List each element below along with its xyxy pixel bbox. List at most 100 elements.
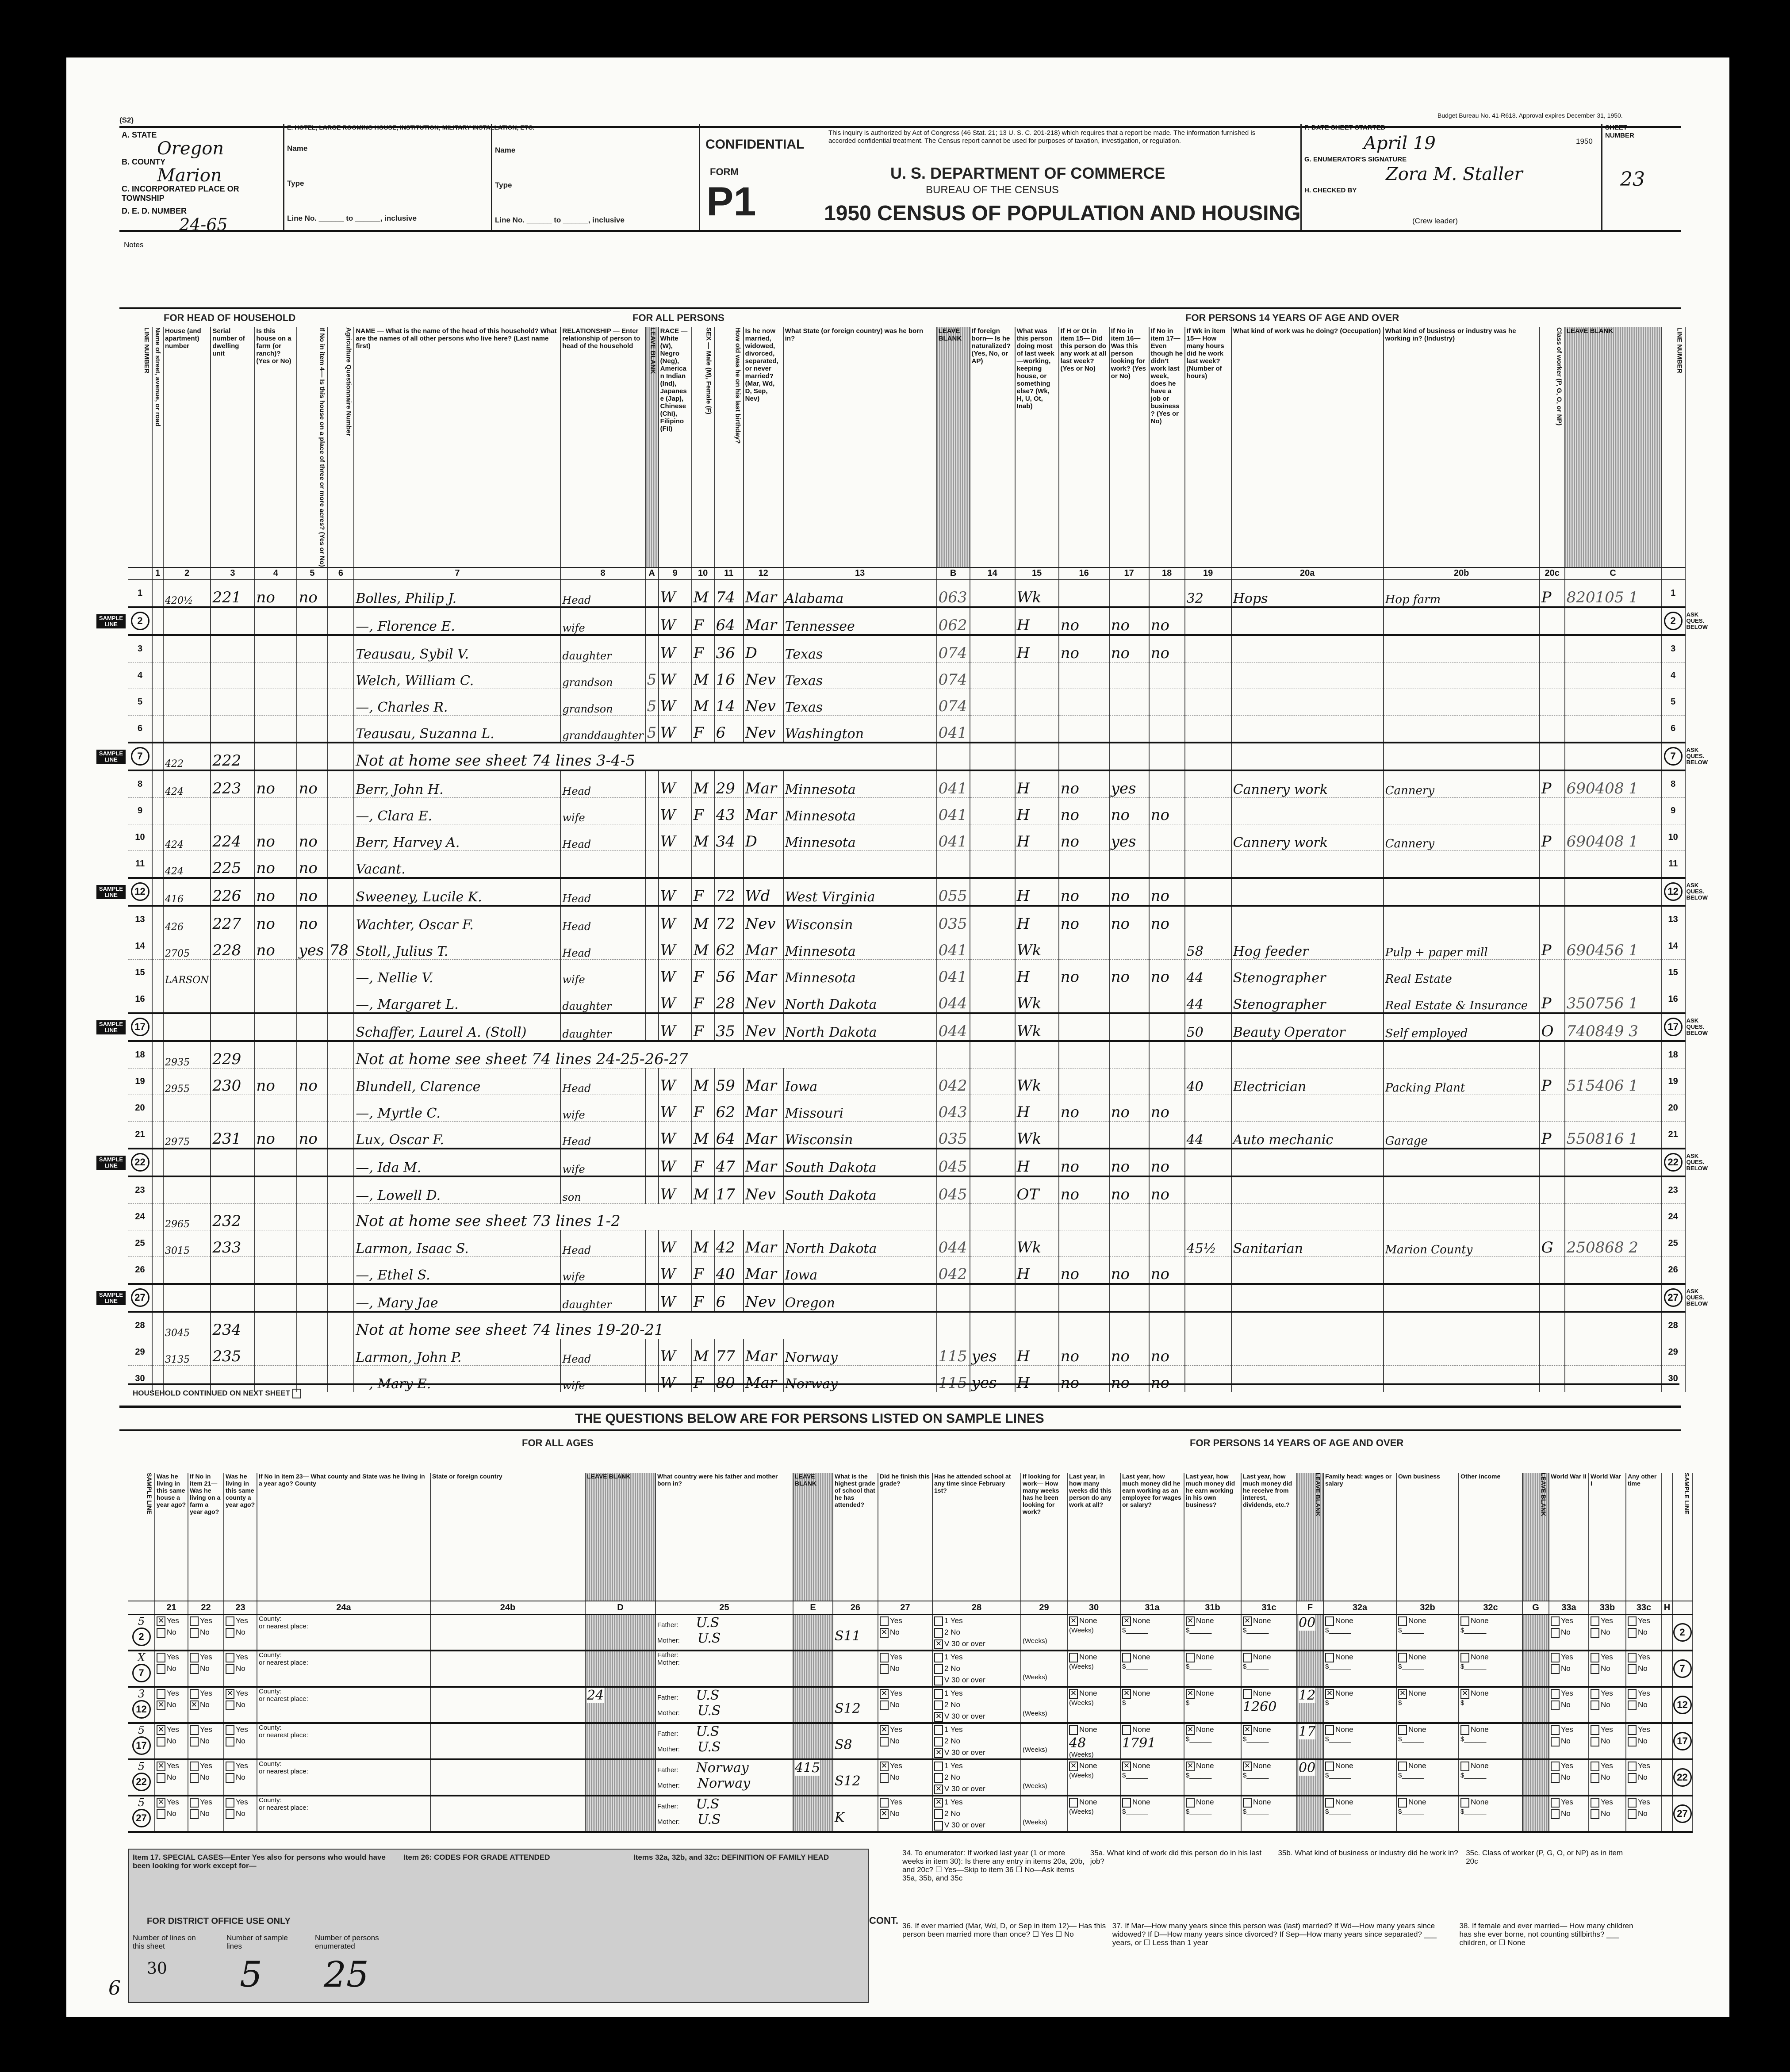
yes-option-checkbox[interactable]	[1591, 1616, 1599, 1626]
no-option-checkbox[interactable]	[226, 1773, 234, 1783]
attended-no-checkbox[interactable]	[934, 1809, 943, 1819]
no-option-checkbox[interactable]	[157, 1809, 165, 1819]
yes-option-checkbox[interactable]	[1591, 1689, 1599, 1699]
yes-option-checkbox[interactable]	[190, 1761, 199, 1771]
yes-option-checkbox[interactable]	[1551, 1616, 1560, 1626]
yes-option-checkbox[interactable]	[1628, 1797, 1637, 1808]
no-option-checkbox[interactable]	[190, 1664, 199, 1674]
yes-option-checkbox[interactable]	[1551, 1652, 1560, 1662]
attended-no-checkbox[interactable]	[934, 1700, 943, 1710]
no-option-checkbox[interactable]	[1591, 1736, 1599, 1746]
yes-option-checkbox[interactable]: ✕	[157, 1616, 165, 1626]
none-option-checkbox[interactable]: ✕	[1243, 1725, 1252, 1735]
yes-option-checkbox[interactable]	[190, 1689, 199, 1699]
yes-option-checkbox[interactable]	[1551, 1797, 1560, 1808]
none-option-checkbox[interactable]: ✕	[1243, 1761, 1252, 1771]
yes-option-checkbox[interactable]	[1551, 1761, 1560, 1771]
yes-option-checkbox[interactable]	[1628, 1652, 1637, 1662]
attended-30-or-over-checkbox[interactable]: ✕	[934, 1748, 943, 1758]
none-option-checkbox[interactable]	[1243, 1797, 1252, 1808]
yes-option-checkbox[interactable]	[1591, 1761, 1599, 1771]
yes-option-checkbox[interactable]: ✕	[880, 1725, 889, 1735]
no-option-checkbox[interactable]	[1551, 1809, 1560, 1819]
none-option-checkbox[interactable]	[1243, 1689, 1252, 1699]
none-option-checkbox[interactable]	[1069, 1725, 1078, 1735]
attended-30-or-over-checkbox[interactable]: ✕	[934, 1639, 943, 1649]
yes-option-checkbox[interactable]	[226, 1725, 234, 1735]
no-option-checkbox[interactable]	[1591, 1700, 1599, 1710]
none-option-checkbox[interactable]	[1398, 1725, 1407, 1735]
yes-option-checkbox[interactable]	[157, 1689, 165, 1699]
no-option-checkbox[interactable]	[190, 1773, 199, 1783]
none-option-checkbox[interactable]	[1460, 1761, 1469, 1771]
yes-option-checkbox[interactable]	[1628, 1725, 1637, 1735]
none-option-checkbox[interactable]	[1325, 1616, 1334, 1626]
no-option-checkbox[interactable]	[1551, 1700, 1560, 1710]
attended-no-checkbox[interactable]	[934, 1628, 943, 1638]
no-option-checkbox[interactable]	[1551, 1736, 1560, 1746]
none-option-checkbox[interactable]: ✕	[1069, 1761, 1078, 1771]
yes-option-checkbox[interactable]	[190, 1797, 199, 1808]
none-option-checkbox[interactable]	[1069, 1652, 1078, 1662]
none-option-checkbox[interactable]: ✕	[1243, 1616, 1252, 1626]
none-option-checkbox[interactable]	[1186, 1797, 1195, 1808]
no-option-checkbox[interactable]	[1551, 1628, 1560, 1638]
yes-option-checkbox[interactable]	[880, 1652, 889, 1662]
no-option-checkbox[interactable]	[1591, 1628, 1599, 1638]
no-option-checkbox[interactable]: ✕	[157, 1700, 165, 1710]
yes-option-checkbox[interactable]	[226, 1797, 234, 1808]
attended-yes-checkbox[interactable]	[934, 1689, 943, 1699]
none-option-checkbox[interactable]	[1122, 1652, 1131, 1662]
none-option-checkbox[interactable]: ✕	[1398, 1689, 1407, 1699]
none-option-checkbox[interactable]: ✕	[1460, 1689, 1469, 1699]
none-option-checkbox[interactable]: ✕	[1325, 1689, 1334, 1699]
no-option-checkbox[interactable]	[157, 1664, 165, 1674]
yes-option-checkbox[interactable]	[1628, 1616, 1637, 1626]
no-option-checkbox[interactable]: ✕	[190, 1700, 199, 1710]
none-option-checkbox[interactable]: ✕	[1069, 1689, 1078, 1699]
yes-option-checkbox[interactable]: ✕	[880, 1689, 889, 1699]
attended-yes-checkbox[interactable]: ✕	[934, 1797, 943, 1808]
yes-option-checkbox[interactable]	[226, 1652, 234, 1662]
attended-30-or-over-checkbox[interactable]	[934, 1820, 943, 1830]
none-option-checkbox[interactable]	[1398, 1761, 1407, 1771]
attended-yes-checkbox[interactable]	[934, 1652, 943, 1662]
no-option-checkbox[interactable]: ✕	[880, 1809, 889, 1819]
none-option-checkbox[interactable]: ✕	[1186, 1616, 1195, 1626]
yes-option-checkbox[interactable]	[157, 1652, 165, 1662]
no-option-checkbox[interactable]	[226, 1736, 234, 1746]
none-option-checkbox[interactable]	[1460, 1797, 1469, 1808]
no-option-checkbox[interactable]: ✕	[880, 1628, 889, 1638]
none-option-checkbox[interactable]	[1325, 1761, 1334, 1771]
yes-option-checkbox[interactable]: ✕	[157, 1761, 165, 1771]
no-option-checkbox[interactable]	[1628, 1773, 1637, 1783]
yes-option-checkbox[interactable]	[1628, 1761, 1637, 1771]
attended-yes-checkbox[interactable]	[934, 1616, 943, 1626]
no-option-checkbox[interactable]	[226, 1628, 234, 1638]
no-option-checkbox[interactable]	[1591, 1664, 1599, 1674]
yes-option-checkbox[interactable]	[1591, 1797, 1599, 1808]
no-option-checkbox[interactable]	[157, 1628, 165, 1638]
yes-option-checkbox[interactable]: ✕	[226, 1689, 234, 1699]
none-option-checkbox[interactable]: ✕	[1186, 1761, 1195, 1771]
none-option-checkbox[interactable]	[1398, 1652, 1407, 1662]
none-option-checkbox[interactable]: ✕	[1122, 1689, 1131, 1699]
none-option-checkbox[interactable]	[1460, 1652, 1469, 1662]
none-option-checkbox[interactable]	[1460, 1725, 1469, 1735]
no-option-checkbox[interactable]	[880, 1773, 889, 1783]
attended-30-or-over-checkbox[interactable]: ✕	[934, 1784, 943, 1794]
no-option-checkbox[interactable]	[1628, 1700, 1637, 1710]
yes-option-checkbox[interactable]	[1591, 1652, 1599, 1662]
no-option-checkbox[interactable]	[1628, 1809, 1637, 1819]
yes-option-checkbox[interactable]	[226, 1616, 234, 1626]
yes-option-checkbox[interactable]: ✕	[157, 1725, 165, 1735]
no-option-checkbox[interactable]	[1628, 1628, 1637, 1638]
household-continued-checkbox[interactable]	[292, 1389, 301, 1398]
none-option-checkbox[interactable]: ✕	[1122, 1616, 1131, 1626]
attended-30-or-over-checkbox[interactable]: ✕	[934, 1712, 943, 1721]
no-option-checkbox[interactable]	[1551, 1773, 1560, 1783]
yes-option-checkbox[interactable]	[190, 1616, 199, 1626]
no-option-checkbox[interactable]	[880, 1736, 889, 1746]
yes-option-checkbox[interactable]	[1628, 1689, 1637, 1699]
no-option-checkbox[interactable]	[226, 1809, 234, 1819]
